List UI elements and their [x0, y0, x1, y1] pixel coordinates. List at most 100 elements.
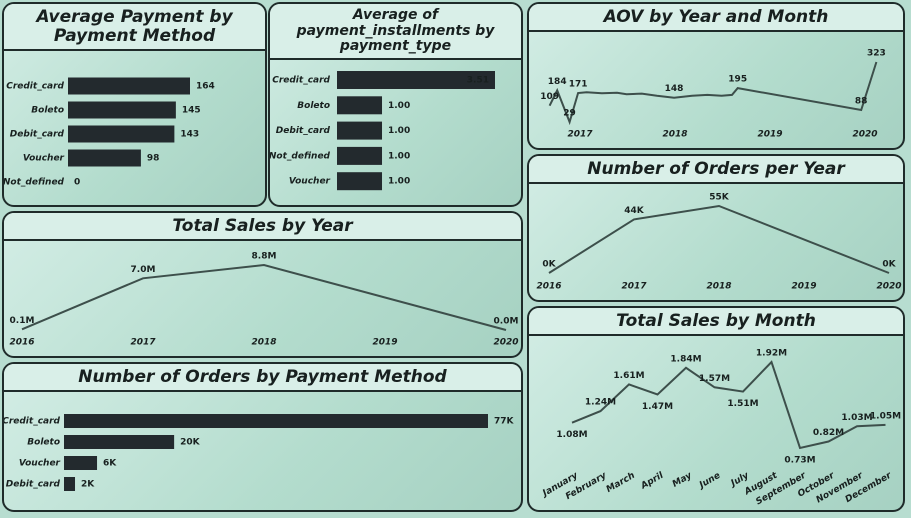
chart: 2017 2018 2019 2020 109 184 29 171 148 195 88 323	[540, 49, 886, 140]
line	[571, 360, 886, 450]
line	[548, 204, 890, 274]
data-label: 1.92M	[756, 349, 787, 359]
panel: Credit_card 164 Boleto 145 Debit_card 143 Vouc…	[2, 2, 267, 207]
chart-title: Average Payment by Payment Method	[4, 4, 265, 52]
bar	[337, 96, 383, 115]
x-tick-label: 2017	[621, 282, 647, 292]
chart: Credit_card 77K Boleto 20K Voucher 6K Debit_ca…	[4, 414, 515, 491]
data-label: 1.08M	[556, 430, 587, 440]
bar	[68, 101, 176, 119]
chart-title: Total Sales by Year	[4, 213, 521, 242]
bar	[337, 71, 495, 89]
data-label: 29	[563, 109, 576, 119]
y-tick-label: Voucher	[289, 177, 331, 187]
panel: 2017 2018 2019 2020 109 184 29 171 148 195 88 323 AO…	[527, 2, 905, 150]
bar	[68, 77, 190, 95]
bar	[64, 414, 488, 428]
data-label: 1.57M	[699, 374, 730, 384]
x-tick-label: 2018	[251, 338, 276, 348]
data-label: 6K	[103, 459, 117, 469]
chart: Credit_card 3.51 Boleto 1.00 Debit_card 1.00 N…	[270, 71, 495, 191]
y-tick-label: Not_defined	[4, 178, 65, 188]
data-label: 145	[182, 106, 201, 116]
bar	[337, 146, 383, 165]
data-label: 1.03M	[841, 413, 872, 423]
data-label: 7.0M	[131, 265, 156, 275]
x-tick-label: May	[671, 470, 695, 490]
y-tick-label: Debit_card	[10, 130, 65, 140]
line	[548, 61, 878, 126]
bar	[68, 125, 175, 143]
x-tick-label: 2016	[9, 338, 34, 348]
data-label: 0	[74, 178, 80, 188]
data-label: 88	[855, 96, 868, 106]
chart-title: Number of Orders per Year	[529, 156, 903, 185]
bar	[64, 456, 98, 470]
chart: 2016 2017 2018 2019 2020 0.1M 7.0M 8.8M 0.0M	[9, 252, 519, 348]
x-tick-label: March	[605, 471, 637, 495]
chart-title: AOV by Year and Month	[529, 4, 903, 33]
data-label: 1.00	[388, 177, 410, 187]
x-tick-label: June	[696, 471, 722, 492]
y-tick-label: Not_defined	[270, 151, 331, 161]
data-label: 0.82M	[813, 428, 844, 438]
chart-title: Average of payment_installments by payme…	[270, 4, 521, 61]
data-label: 8.8M	[252, 252, 277, 262]
data-label: 1.24M	[585, 398, 616, 408]
data-label: 3.51	[467, 76, 489, 86]
data-label: 0K	[542, 260, 556, 270]
chart-title: Number of Orders by Payment Method	[4, 364, 521, 393]
y-tick-label: Credit_card	[272, 76, 330, 86]
x-tick-label: 2020	[493, 338, 518, 348]
bar	[64, 435, 175, 449]
data-label: 1.00	[388, 151, 410, 161]
data-label: 323	[867, 49, 886, 59]
chart-title: Total Sales by Month	[529, 308, 903, 337]
y-tick-label: Boleto	[297, 101, 330, 111]
data-label: 55K	[709, 193, 730, 203]
x-tick-label: 2017	[567, 130, 593, 140]
data-label: 1.51M	[727, 399, 758, 409]
y-tick-label: Debit_card	[276, 126, 331, 136]
data-label: 0K	[882, 260, 896, 270]
panel: Credit_card 3.51 Boleto 1.00 Debit_card 1.00 N…	[268, 2, 523, 207]
x-tick-label: 2019	[372, 338, 397, 348]
data-label: 44K	[624, 206, 645, 216]
x-tick-label: 2016	[536, 282, 561, 292]
bar	[68, 149, 141, 167]
data-label: 2K	[81, 480, 95, 490]
x-tick-label: 2020	[852, 130, 877, 140]
x-tick-label: 2017	[130, 338, 156, 348]
y-tick-label: Credit_card	[4, 417, 61, 427]
data-label: 1.00	[388, 126, 410, 136]
bar	[64, 477, 76, 491]
data-label: 1.05M	[870, 411, 901, 421]
panel: 2016 2017 2018 2019 2020 0.1M 7.0M 8.8M 0.0M Tota…	[2, 211, 523, 358]
panel: 2016 2017 2018 2019 2020 0K 44K 55K 0K Number of …	[527, 154, 905, 302]
y-tick-label: Boleto	[27, 438, 60, 448]
data-label: 0.73M	[784, 456, 815, 466]
x-tick-label: 2020	[876, 282, 901, 292]
data-label: 195	[728, 75, 747, 85]
panel: Credit_card 77K Boleto 20K Voucher 6K Debit_ca…	[2, 362, 523, 512]
data-label: 143	[180, 130, 199, 140]
x-tick-label: 2018	[706, 282, 731, 292]
panel: January February March April May June July Augu…	[527, 306, 905, 512]
bar	[337, 121, 383, 140]
data-label: 0.1M	[10, 316, 35, 326]
data-label: 0.0M	[494, 317, 519, 327]
data-label: 1.47M	[642, 402, 673, 412]
line	[21, 263, 507, 331]
y-tick-label: Voucher	[23, 154, 65, 164]
data-label: 98	[147, 154, 160, 164]
data-label: 109	[540, 92, 559, 102]
x-tick-label: 2018	[662, 130, 687, 140]
data-label: 20K	[180, 438, 201, 448]
data-label: 1.84M	[670, 354, 701, 364]
y-tick-label: Voucher	[19, 459, 61, 469]
y-tick-label: Boleto	[31, 106, 64, 116]
x-tick-label: April	[639, 470, 666, 492]
data-label: 1.61M	[613, 371, 644, 381]
